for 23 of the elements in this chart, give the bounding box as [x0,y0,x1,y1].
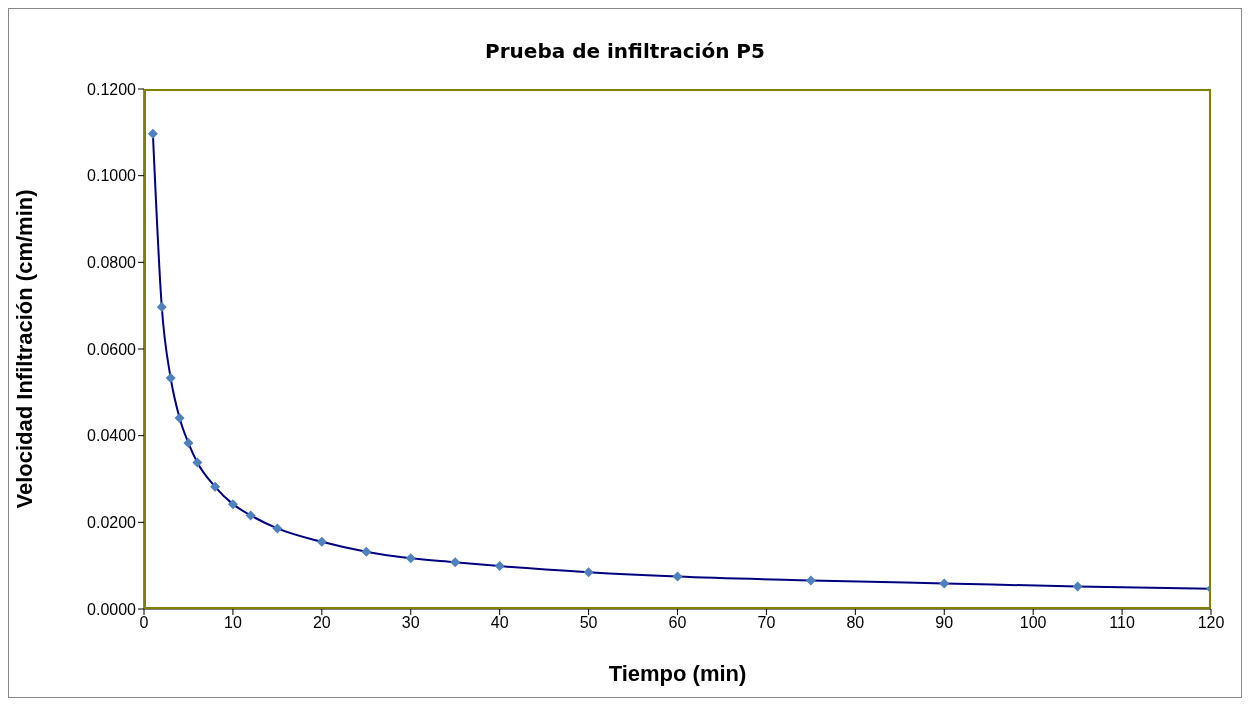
y-tick-label: 0.0800 [87,254,137,272]
y-tick-label: 0.0200 [87,514,137,532]
y-tick-label: 0.0000 [87,600,137,618]
chart-title: Prueba de infiltración P5 [484,39,766,65]
x-axis-title: Tiempo (min) [608,661,747,686]
x-tick-label: 80 [846,614,865,632]
x-tick-label: 20 [312,614,331,632]
y-tick-label: 0.1200 [87,80,137,98]
x-tick-label: 60 [668,614,687,632]
x-tick-label: 30 [401,614,420,632]
x-tick-label: 120 [1197,614,1225,632]
y-tick-label: 0.0600 [87,340,137,358]
x-tick-label: 50 [579,614,598,632]
x-tick-label: 0 [139,614,149,632]
x-tick-label: 10 [224,614,242,632]
x-tick-label: 90 [935,614,954,632]
x-tick-label: 70 [757,614,776,632]
x-tick-label: 110 [1109,614,1135,632]
x-tick-label: 40 [490,614,509,632]
y-tick-label: 0.1000 [87,167,137,185]
x-tick-label: 100 [1019,614,1047,632]
y-tick-label: 0.0400 [87,427,137,445]
y-axis-title: Velocidad Infiltración (cm/min) [11,189,37,509]
